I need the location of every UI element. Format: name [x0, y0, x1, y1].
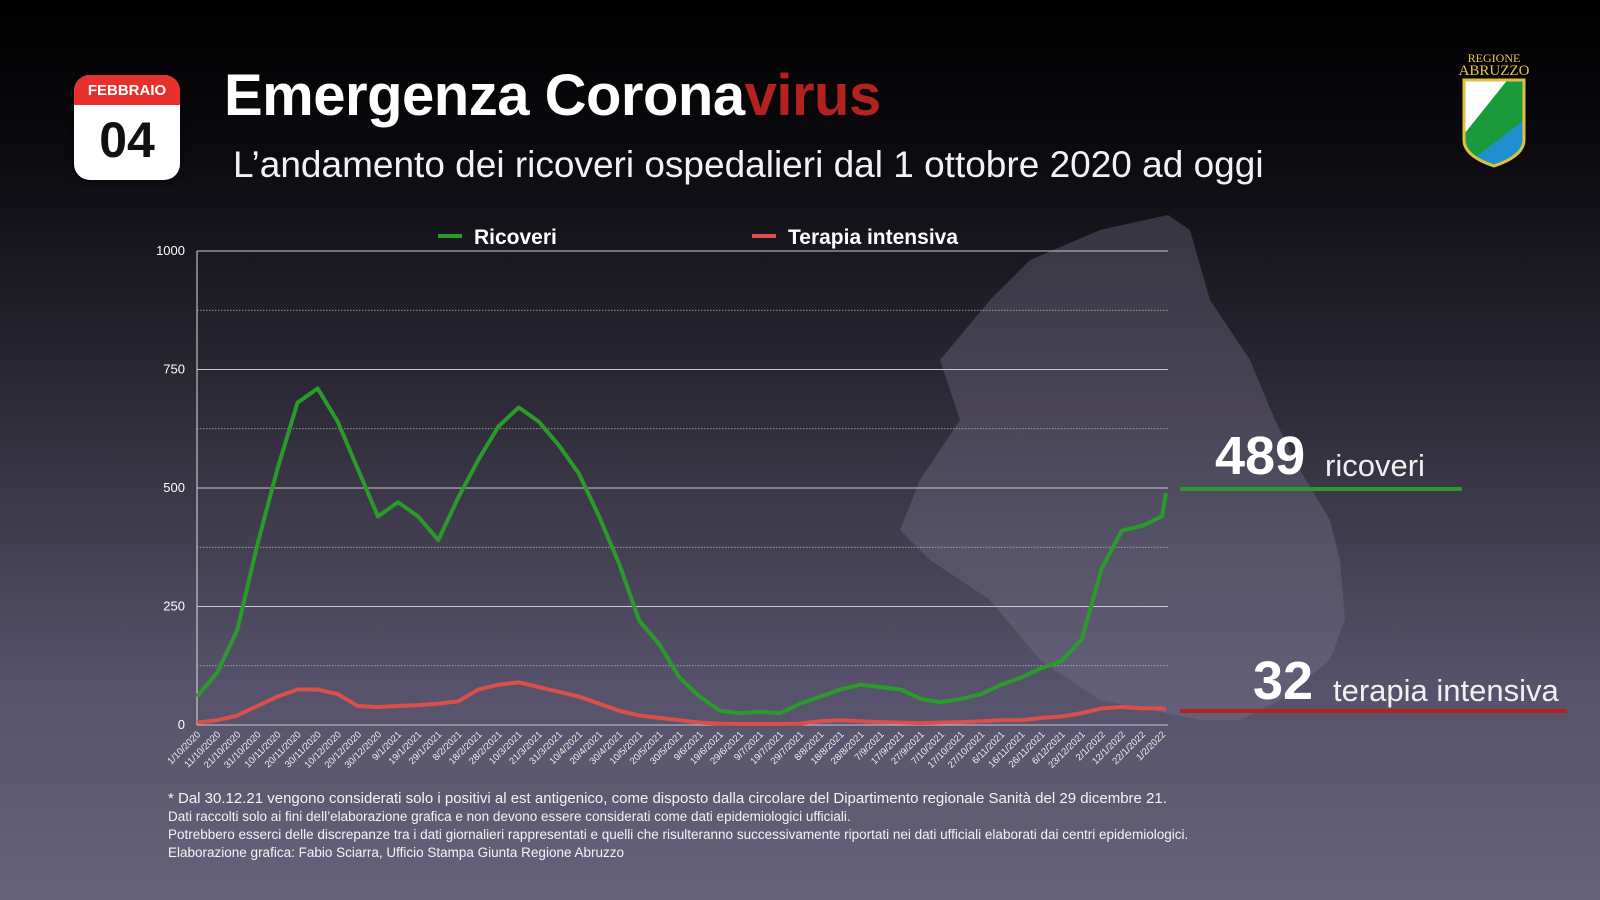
legend-label: Ricoveri	[474, 226, 557, 249]
footnotes: * Dal 30.12.21 vengono considerati solo …	[168, 790, 1188, 862]
footnote: Elaborazione grafica: Fabio Sciarra, Uff…	[168, 845, 624, 860]
y-tick-label: 500	[163, 480, 185, 495]
title-accent: virus	[744, 63, 882, 128]
abruzzo-map-silhouette	[900, 215, 1345, 720]
calendar-month: FEBBRAIO	[74, 75, 180, 105]
title-main: Emergenza Corona	[224, 63, 745, 128]
logo-line1: REGIONE	[1467, 51, 1521, 65]
ricoveri-label: ricoveri	[1325, 448, 1425, 483]
page-subtitle: L’andamento dei ricoveri ospedalieri dal…	[233, 144, 1264, 185]
calendar-day: 04	[99, 112, 155, 168]
ti-value: 32	[1253, 651, 1314, 711]
calendar-icon: FEBBRAIO 04	[74, 75, 180, 180]
legend-label: Terapia intensiva	[788, 226, 958, 249]
footnote: Potrebbero esserci delle discrepanze tra…	[168, 827, 1189, 842]
y-tick-label: 250	[163, 599, 185, 614]
page-title: Emergenza Coronavirus	[224, 62, 881, 129]
ricoveri-underline	[1180, 487, 1462, 491]
series-line-ricoveri	[195, 386, 1168, 716]
logo-line2: ABRUZZO	[1458, 63, 1530, 79]
regione-abruzzo-logo: REGIONE ABRUZZO	[1458, 52, 1530, 170]
ti-label: terapia intensiva	[1333, 673, 1559, 708]
series-line-terapia-intensiva	[196, 680, 1167, 727]
ti-underline	[1180, 709, 1567, 713]
y-tick-label: 750	[163, 362, 185, 377]
y-tick-label: 0	[178, 717, 185, 732]
footnote: * Dal 30.12.21 vengono considerati solo …	[168, 790, 1167, 807]
coat-of-arms-icon	[1462, 78, 1526, 168]
ricoveri-value: 489	[1215, 426, 1306, 486]
footnote: Dati raccolti solo ai fini dell’elaboraz…	[168, 809, 851, 824]
y-tick-label: 1000	[156, 243, 185, 258]
